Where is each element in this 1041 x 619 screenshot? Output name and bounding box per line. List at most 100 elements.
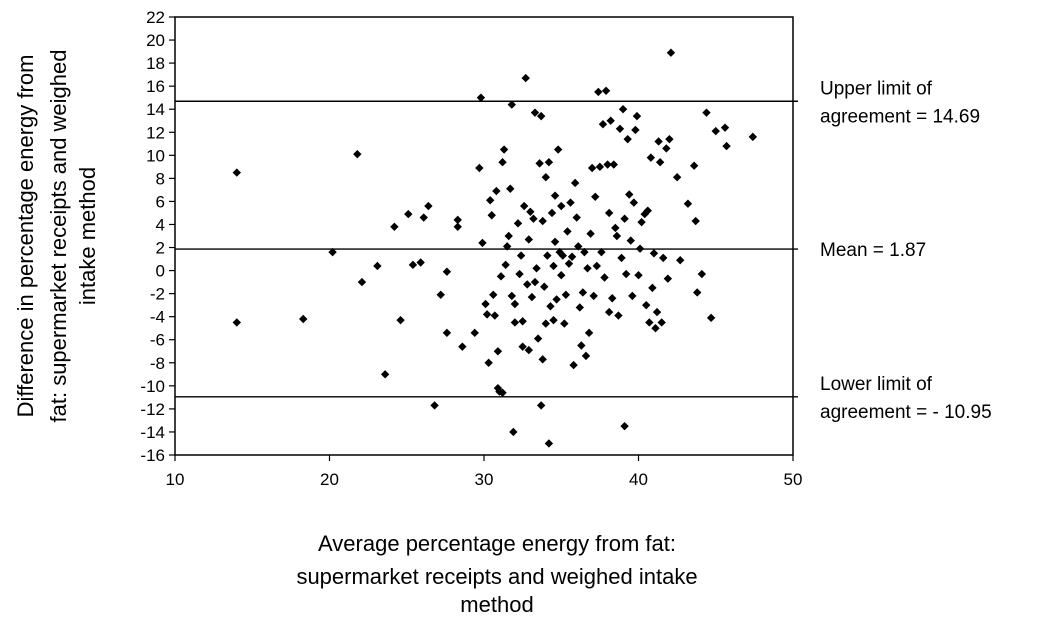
data-point	[498, 388, 507, 397]
data-point	[586, 229, 595, 238]
data-point	[536, 111, 546, 121]
data-point	[513, 219, 523, 228]
data-point	[625, 190, 634, 199]
data-point	[475, 163, 484, 173]
data-point	[608, 294, 617, 303]
data-point	[578, 288, 588, 297]
data-point	[594, 87, 603, 97]
data-point	[541, 319, 550, 328]
data-point	[637, 217, 646, 227]
data-point	[581, 351, 591, 361]
data-point	[529, 214, 538, 223]
y-axis-title-line: Difference in percentage energy from	[13, 55, 38, 418]
data-point	[693, 288, 702, 297]
data-point	[430, 401, 439, 410]
data-point	[424, 201, 433, 211]
data-point	[648, 283, 657, 293]
data-point	[546, 302, 555, 311]
data-point	[416, 258, 425, 267]
data-point	[561, 290, 571, 299]
y-tick-label: 16	[146, 77, 165, 96]
x-tick-label: 10	[166, 470, 185, 489]
data-point	[577, 341, 586, 350]
y-tick-label: -16	[140, 446, 165, 465]
data-point	[611, 223, 620, 233]
data-point	[612, 231, 622, 241]
reference-lines	[175, 100, 798, 398]
data-point	[575, 303, 584, 312]
data-point	[299, 314, 308, 324]
y-tick-label: -10	[140, 377, 165, 396]
plot-frame	[174, 16, 794, 456]
y-tick-label: 14	[146, 100, 165, 119]
data-point	[748, 132, 758, 142]
data-point	[550, 237, 560, 246]
plot-area	[174, 16, 794, 456]
data-point	[591, 192, 600, 202]
data-point	[659, 253, 668, 263]
y-tick-label: -14	[140, 423, 165, 442]
data-point	[634, 270, 643, 280]
data-point	[557, 201, 566, 211]
data-point	[544, 158, 554, 167]
data-point	[550, 191, 560, 200]
data-point	[580, 247, 589, 257]
data-point	[530, 108, 540, 117]
data-point	[521, 73, 530, 83]
data-point	[553, 145, 563, 154]
x-axis-title: Average percentage energy from fat: super…	[296, 531, 697, 617]
y-tick-label: 10	[146, 146, 165, 165]
data-point	[584, 328, 594, 338]
data-point	[589, 291, 598, 301]
data-point	[569, 360, 578, 370]
data-point	[711, 126, 720, 136]
data-point	[535, 159, 544, 168]
data-point	[507, 291, 517, 301]
data-point	[651, 324, 660, 333]
reference-line-label: agreement = - 10.95	[820, 402, 992, 423]
data-point	[478, 238, 487, 248]
data-point	[631, 125, 640, 135]
data-point	[509, 427, 518, 437]
data-point	[492, 186, 501, 196]
data-point	[536, 401, 546, 410]
data-point	[642, 300, 651, 310]
data-point	[506, 184, 515, 193]
data-point	[232, 168, 241, 177]
data-point	[484, 358, 493, 367]
data-point	[518, 317, 527, 326]
reference-line-label: Mean = 1.87	[820, 240, 926, 261]
data-point	[481, 299, 490, 309]
data-point	[523, 280, 532, 289]
data-point	[489, 290, 498, 299]
y-tick-label: -8	[150, 354, 165, 373]
data-point	[600, 273, 609, 282]
y-tick-label: 22	[146, 8, 165, 27]
data-point	[628, 291, 637, 301]
data-point	[458, 342, 467, 351]
data-point	[543, 251, 552, 260]
data-point	[538, 355, 547, 364]
data-point	[442, 328, 452, 338]
data-point	[606, 116, 615, 125]
data-point	[672, 173, 682, 182]
data-point	[683, 199, 693, 208]
y-tick-label: -12	[140, 400, 165, 419]
data-point	[626, 236, 635, 245]
data-point	[485, 196, 495, 205]
reference-line-label: Lower limit of	[820, 374, 933, 395]
data-point	[526, 207, 535, 216]
y-tick-label: 6	[156, 192, 165, 211]
data-point	[654, 137, 663, 146]
data-point	[540, 282, 549, 291]
data-point	[390, 222, 399, 231]
data-point	[662, 144, 671, 153]
data-point	[689, 161, 699, 170]
data-point	[510, 299, 520, 309]
data-point	[635, 244, 645, 253]
data-point	[490, 311, 500, 320]
data-point	[557, 270, 566, 280]
data-point	[598, 119, 608, 129]
data-point	[583, 264, 592, 273]
